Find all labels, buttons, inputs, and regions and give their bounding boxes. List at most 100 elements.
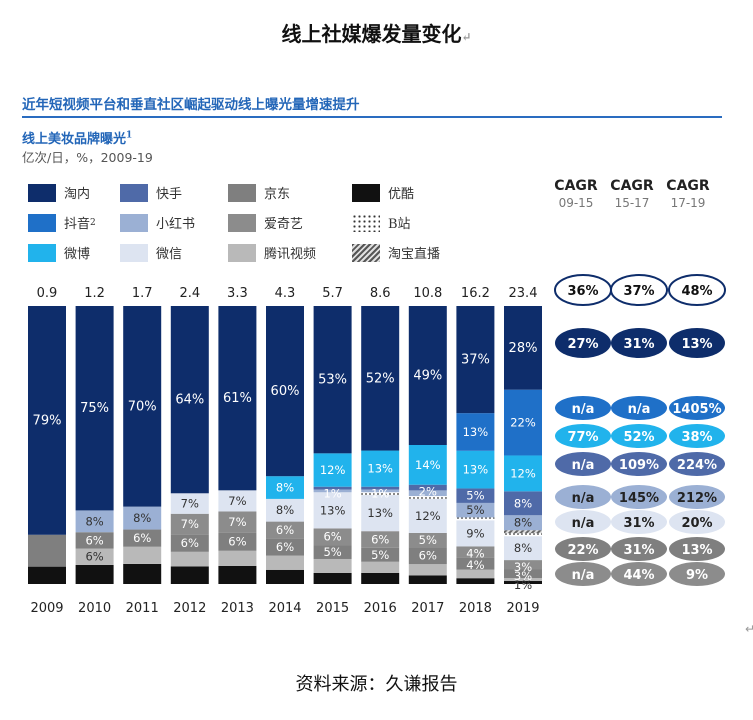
segment-label: 1%	[323, 487, 341, 501]
bar-segment-京东-2010	[75, 532, 114, 549]
segment-label: 4%	[466, 546, 484, 560]
bar-segment-腾讯视频-2019	[504, 578, 542, 582]
segment-label: 13%	[367, 506, 393, 520]
bar-segment-淘内-2012	[170, 306, 209, 494]
bar-segment-B站-2017	[408, 496, 447, 499]
bar-segment-淘内-2014	[266, 306, 304, 477]
cagr-value: 9%	[686, 568, 708, 583]
cagr-oval	[555, 424, 611, 448]
cagr-value: 44%	[623, 568, 654, 583]
segment-label: 5%	[466, 489, 484, 503]
total-label: 23.4	[509, 286, 538, 301]
segment-label: 8%	[85, 514, 103, 528]
cagr-oval	[611, 396, 667, 420]
x-tick-label: 2012	[173, 601, 206, 616]
cagr-oval	[669, 562, 725, 586]
segment-label: 8%	[514, 541, 532, 555]
segment-label: 13%	[367, 462, 393, 476]
bar-segment-微信-2017	[408, 498, 447, 533]
segment-label: 6%	[228, 535, 246, 549]
cagr-value: n/a	[572, 516, 595, 531]
legend-label: 优酷	[388, 187, 415, 202]
bar-segment-优酷-2019	[504, 581, 542, 584]
bar-segment-腾讯视频-2016	[361, 561, 400, 573]
cagr-oval	[555, 485, 611, 509]
legend-label: 微信	[156, 247, 183, 262]
bar-segment-淘内-2009	[28, 306, 66, 535]
bar-segment-快手-2015	[313, 486, 352, 490]
cagr-oval	[611, 424, 667, 448]
segment-label: 28%	[509, 341, 538, 356]
segment-label: 8%	[276, 503, 294, 517]
x-tick-label: 2013	[221, 601, 254, 616]
cagr-header-1: CAGR 09-15	[554, 178, 598, 210]
bar-segment-微博-2018	[456, 450, 495, 489]
bar-segment-优酷-2010	[75, 564, 114, 584]
bar-segment-淘宝直播-2019	[504, 530, 542, 534]
cagr-value: 212%	[677, 491, 717, 506]
cagr-oval	[669, 510, 725, 534]
legend-item-快手: 快手	[120, 183, 182, 202]
segment-label: 6%	[85, 550, 103, 564]
segment-label: 7%	[228, 494, 246, 508]
bar-segment-B站-2018	[456, 517, 495, 521]
legend-item-微信: 微信	[120, 243, 182, 262]
bar-segment-微信-2018	[456, 520, 495, 547]
legend-item-优酷: 优酷	[352, 183, 414, 202]
bar-segment-微信-2019	[504, 536, 542, 561]
segment-label: 60%	[271, 384, 300, 399]
x-tick-label: 2010	[78, 601, 111, 616]
bar-segment-优酷-2016	[361, 572, 400, 584]
cagr-value: 13%	[681, 543, 712, 558]
segment-label: 5%	[323, 545, 341, 559]
bar-segment-抖音-2019	[504, 389, 542, 456]
total-label: 10.8	[413, 286, 442, 301]
bar-segment-淘内-2013	[218, 306, 257, 491]
segment-label: 52%	[366, 371, 395, 386]
total-label: 1.7	[132, 286, 153, 301]
bar-segment-快手-2017	[408, 484, 447, 491]
legend-label: 小红书	[156, 217, 196, 232]
bar-segment-B站-2016	[361, 492, 400, 496]
bar-segment-爱奇艺-2019	[504, 560, 542, 570]
segment-label: 12%	[320, 463, 346, 477]
segment-label: 8%	[276, 481, 294, 495]
cagr-value: 224%	[677, 458, 717, 473]
bar-segment-京东-2012	[170, 534, 209, 552]
segment-label: 5%	[466, 503, 484, 517]
bar-segment-京东-2014	[266, 538, 304, 556]
bar-segment-京东-2018	[456, 557, 495, 570]
legend-label: 京东	[264, 187, 291, 202]
bar-segment-优酷-2018	[456, 578, 495, 584]
cagr-oval	[669, 485, 725, 509]
cagr-value: 27%	[567, 337, 598, 352]
legend-swatch	[352, 183, 380, 202]
cagr-oval	[669, 328, 725, 358]
segment-label: 37%	[461, 353, 490, 368]
segment-label: 79%	[33, 413, 62, 428]
bar-segment-腾讯视频-2011	[123, 546, 162, 564]
legend-label: 淘内	[64, 187, 91, 202]
cagr-value: 145%	[619, 491, 659, 506]
cagr-header-3: CAGR 17-19	[666, 178, 710, 210]
segment-label: 8%	[514, 496, 532, 510]
cagr-value: 52%	[623, 430, 654, 445]
page-title: 线上社媒爆发量变化↵	[281, 22, 472, 46]
total-label: 1.2	[84, 286, 105, 301]
legend-swatch	[228, 183, 256, 202]
legend-label: B站	[388, 217, 411, 232]
segment-label: 12%	[510, 466, 536, 480]
legend-label: 腾讯视频	[264, 247, 317, 262]
total-label: 8.6	[370, 286, 391, 301]
segment-label: 6%	[276, 523, 294, 537]
segment-label: 1%	[514, 581, 532, 595]
bar-segment-抖音-2018	[456, 413, 495, 451]
segment-label: 13%	[463, 425, 489, 439]
segment-label: 6%	[85, 533, 103, 547]
legend-item-B站: B站	[352, 213, 411, 232]
segment-label: 6%	[323, 530, 341, 544]
segment-label: 7%	[181, 497, 199, 511]
segment-label: 53%	[318, 373, 347, 388]
segment-label: 13%	[463, 463, 489, 477]
